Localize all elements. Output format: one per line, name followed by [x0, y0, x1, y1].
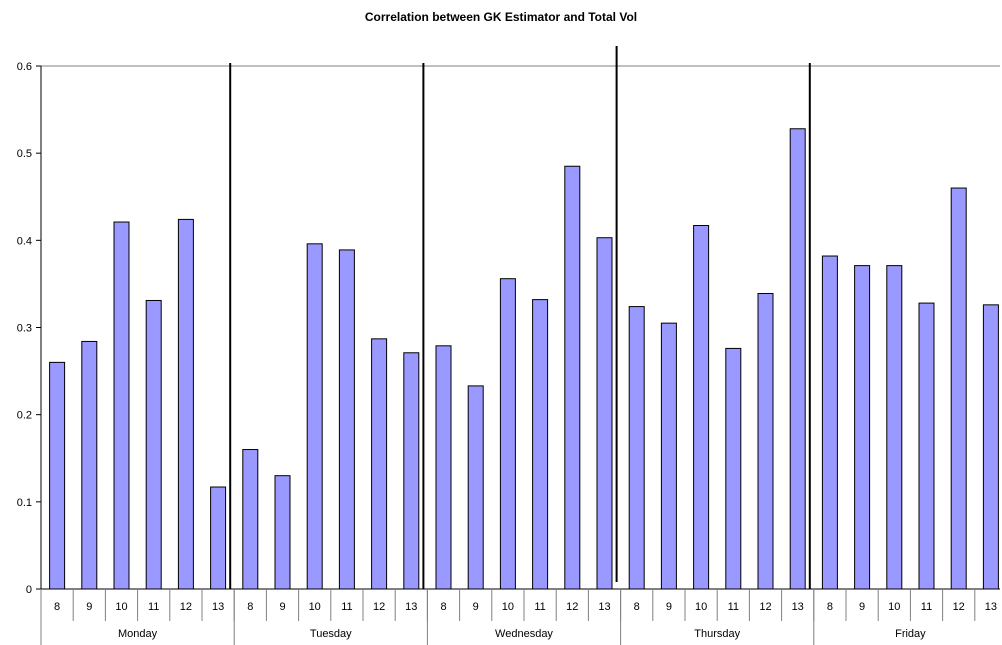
bar	[950, 187, 967, 590]
x-category-label: 11	[728, 601, 739, 613]
bar	[854, 265, 871, 590]
bar	[274, 475, 291, 590]
x-category-label: 9	[859, 601, 865, 613]
bar	[628, 306, 645, 590]
bar	[145, 299, 162, 590]
x-category-label: 9	[86, 601, 92, 613]
x-category-label: 12	[373, 601, 385, 613]
x-category-label: 12	[180, 601, 192, 613]
bar	[49, 361, 66, 590]
bar	[757, 293, 774, 590]
y-tick-label: 0.2	[17, 410, 32, 422]
x-category-label: 13	[212, 601, 224, 613]
bar	[564, 165, 581, 590]
x-category-label: 10	[695, 601, 707, 613]
x-category-label: 12	[759, 601, 771, 613]
x-category-label: 9	[473, 601, 479, 613]
x-group-label: Wednesday	[495, 628, 553, 640]
y-tick-label: 0.3	[17, 323, 32, 335]
bar	[113, 221, 130, 590]
x-category-label: 10	[309, 601, 321, 613]
y-tick-label: 0.1	[17, 497, 32, 509]
x-category-label: 8	[54, 601, 60, 613]
bar	[725, 347, 742, 590]
bar	[371, 338, 388, 590]
x-category-label: 10	[888, 601, 900, 613]
bar	[918, 302, 935, 590]
x-category-label: 12	[953, 601, 965, 613]
x-category-label: 13	[598, 601, 610, 613]
bar	[821, 255, 838, 590]
x-group-label: Tuesday	[310, 628, 352, 640]
x-category-label: 11	[148, 601, 159, 613]
bar	[435, 345, 452, 590]
bar	[789, 128, 806, 590]
bar	[81, 340, 98, 590]
x-group-label: Thursday	[694, 628, 740, 640]
x-category-label: 9	[666, 601, 672, 613]
x-category-label: 13	[792, 601, 804, 613]
bar	[306, 243, 323, 590]
bar	[403, 352, 420, 590]
bar	[177, 218, 194, 590]
bar	[467, 385, 484, 590]
x-category-label: 8	[634, 601, 640, 613]
x-category-label: 12	[566, 601, 578, 613]
bar	[210, 486, 227, 590]
x-category-label: 10	[115, 601, 127, 613]
bar	[660, 322, 677, 590]
x-category-label: 9	[279, 601, 285, 613]
x-category-label: 11	[341, 601, 352, 613]
y-tick-label: 0.6	[17, 61, 32, 73]
y-tick-label: 0	[26, 584, 32, 596]
x-category-label: 8	[247, 601, 253, 613]
x-group-label: Monday	[118, 628, 158, 640]
bar	[886, 265, 903, 590]
y-tick-label: 0.5	[17, 148, 32, 160]
bar	[693, 225, 710, 590]
y-tick-label: 0.4	[17, 235, 32, 247]
bar	[532, 299, 549, 590]
bar	[596, 237, 613, 590]
x-category-label: 13	[985, 601, 997, 613]
x-category-label: 10	[502, 601, 514, 613]
bar	[338, 249, 355, 590]
x-category-label: 11	[921, 601, 932, 613]
x-category-label: 8	[827, 601, 833, 613]
x-category-label: 13	[405, 601, 417, 613]
x-category-label: 11	[534, 601, 545, 613]
bar	[982, 304, 999, 590]
x-category-label: 8	[440, 601, 446, 613]
bar	[242, 449, 259, 590]
bar	[499, 278, 516, 590]
chart-title: Correlation between GK Estimator and Tot…	[364, 10, 638, 24]
x-group-label: Friday	[895, 628, 926, 640]
